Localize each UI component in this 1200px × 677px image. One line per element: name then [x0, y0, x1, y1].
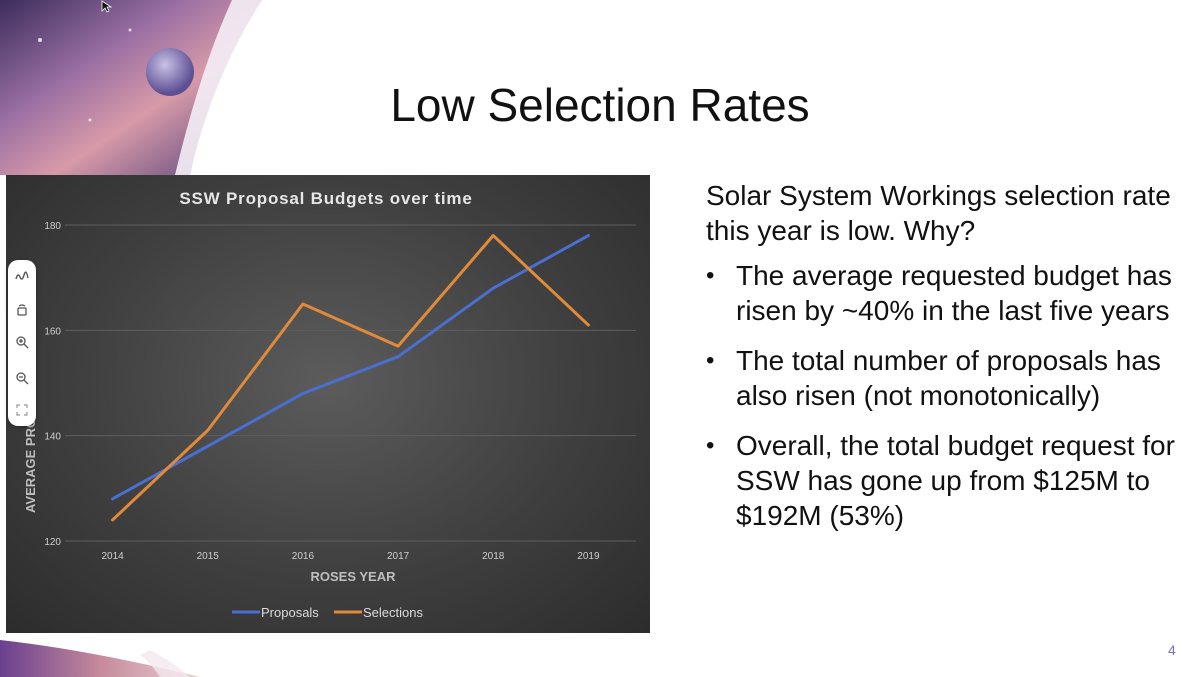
x-tick-label: 2019: [577, 551, 600, 562]
line-chart: SSW Proposal Budgets over time 120 140 160…: [23, 189, 636, 620]
legend-label: Proposals: [261, 605, 319, 620]
bullet-text: The total number of proposals has also r…: [736, 345, 1161, 411]
x-axis-ticks: 2014 2015 2016 2017 2018 2019: [101, 551, 600, 562]
bullet-dot: •: [706, 262, 715, 289]
series-lines: [111, 234, 590, 522]
page-number: 4: [1168, 642, 1176, 658]
gridlines: [65, 224, 636, 542]
series-line-selections: [111, 234, 590, 522]
y-tick-label: 120: [44, 537, 61, 548]
bullet-text: The average requested budget has risen b…: [736, 260, 1172, 326]
series-line-proposals: [111, 234, 590, 501]
chart-panel: SSW Proposal Budgets over time 120 140 160…: [6, 175, 650, 633]
bullet-dot: •: [706, 432, 715, 459]
chart-title: SSW Proposal Budgets over time: [179, 189, 472, 208]
bullet-item: • The total number of proposals has also …: [706, 343, 1176, 413]
pen-icon[interactable]: [12, 266, 32, 286]
eraser-icon[interactable]: [12, 300, 32, 320]
zoom-in-icon[interactable]: [12, 332, 32, 352]
bullet-dot: •: [706, 347, 715, 374]
slide-title: Low Selection Rates: [390, 79, 810, 131]
bullet-item: • Overall, the total budget request for S…: [706, 428, 1176, 533]
y-tick-label: 160: [44, 326, 61, 337]
y-axis-label: AVERAGE PRO: [23, 418, 38, 513]
y-tick-label: 140: [44, 432, 61, 443]
bullet-list: • The average requested budget has risen …: [706, 258, 1176, 533]
bullet-item: • The average requested budget has risen …: [706, 258, 1176, 328]
x-axis-label: ROSES YEAR: [310, 569, 396, 584]
chart-legend: Proposals Selections: [232, 605, 423, 620]
x-tick-label: 2018: [482, 551, 505, 562]
annotation-toolbar: [8, 260, 36, 426]
y-axis-ticks: 120 140 160 180: [44, 221, 61, 548]
legend-label: Selections: [363, 605, 423, 620]
x-tick-label: 2014: [101, 551, 124, 562]
x-tick-label: 2017: [387, 551, 410, 562]
zoom-out-icon[interactable]: [12, 368, 32, 388]
bullet-text: Overall, the total budget request for SS…: [736, 430, 1175, 531]
slide-body-text: Solar System Workings selection rate thi…: [706, 178, 1176, 548]
x-tick-label: 2015: [197, 551, 220, 562]
x-tick-label: 2016: [292, 551, 315, 562]
mouse-cursor-icon: [101, 0, 113, 13]
intro-text: Solar System Workings selection rate thi…: [706, 180, 1171, 246]
fit-screen-icon[interactable]: [12, 400, 32, 420]
y-tick-label: 180: [44, 221, 61, 232]
